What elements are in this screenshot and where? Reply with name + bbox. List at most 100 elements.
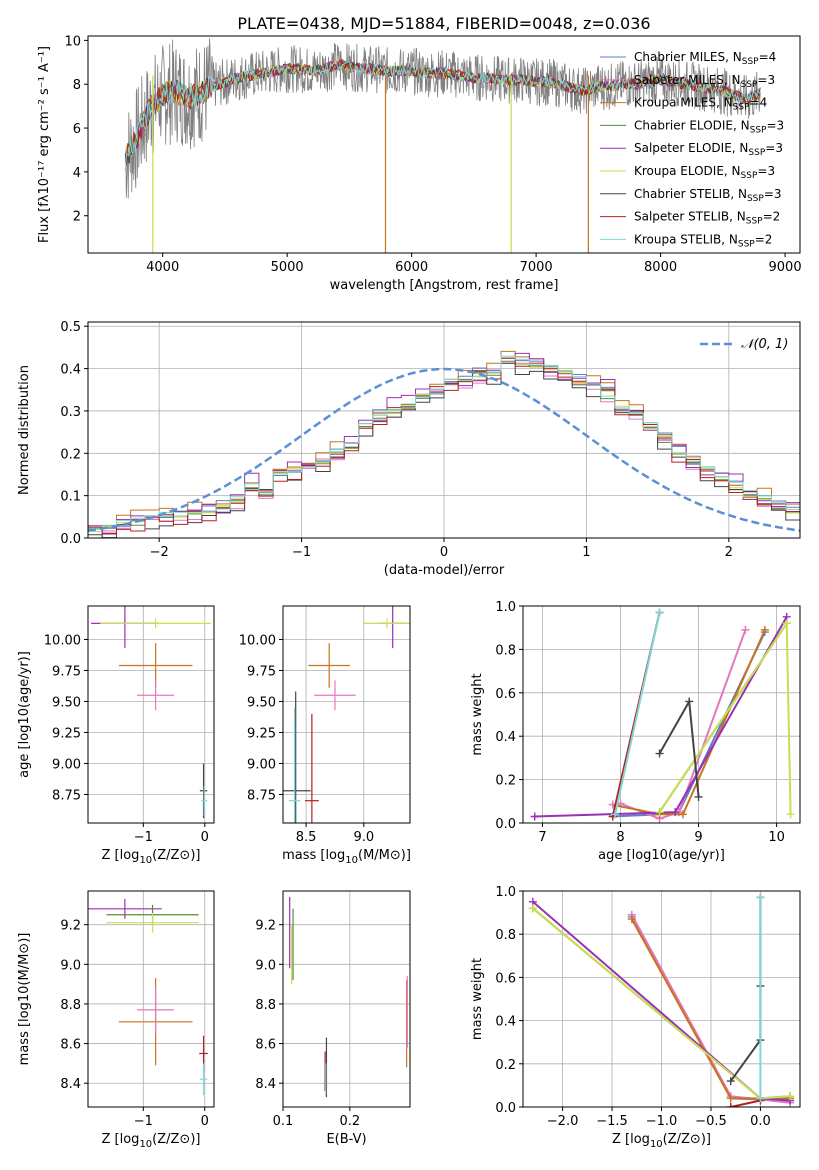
weight-marker [786,810,795,819]
x-axis-label: Z [log10(Z/Z⊙)] [612,1132,711,1150]
y-tick-label: 8.75 [247,788,276,803]
x-tick-label: 0.0 [750,1114,771,1129]
legend-label: Chabrier ELODIE, NSSP=3 [634,118,784,135]
y-tick-label: 9.00 [247,757,276,772]
y-tick-label: 0.8 [495,928,516,943]
y-tick-label: 9.0 [255,958,276,973]
legend-label: Kroupa ELODIE, NSSP=3 [634,164,775,181]
x-tick-label: 7000 [520,260,553,275]
errorbar-layer [88,898,208,1096]
y-tick-label: 10.00 [44,633,81,648]
axes-frame [87,605,215,824]
legend-label-sub: SSP [742,57,759,67]
x-tick-label: −1 [292,545,311,560]
y-tick-label: 8.8 [255,998,276,1013]
weight-marker [756,893,765,902]
legend-label-tail: =3 [764,187,782,201]
y-tick-label: 8.4 [60,1077,81,1092]
axes-frame [282,890,411,1108]
y-tick-label: 0.6 [495,971,516,986]
y-tick-label: 9.00 [52,757,81,772]
weight-marker [530,812,539,821]
axes-frame [87,321,801,539]
x-tick-label: 0.1 [273,1114,294,1129]
weight-lines [530,608,795,823]
weight_vs_Z-panel: −2.0 −1.5 −1.0 −0.5 0.0 0.0 0.2 0.4 0.6 0.8 1.0 Z [… [470,885,801,1150]
legend-label-main: Chabrier ELODIE, N [634,118,750,132]
x-tick-label: 8 [616,830,624,845]
weight-marker [655,808,664,817]
x-tick-label: 8000 [644,260,677,275]
weight-marker [611,810,620,819]
x-axis-label-sub: 10 [650,1139,663,1150]
x-tick-label: 0 [201,1114,209,1129]
axes-frame [522,605,801,824]
legend-label-tail: =3 [766,118,784,132]
histogram-step [88,355,800,529]
weight-marker [760,625,769,634]
y-tick-label: 1.0 [495,600,516,615]
y-axis-label: Normed distribution [17,365,32,495]
errorbar-layer [283,606,410,823]
errorbar-layer [91,606,211,819]
x-axis-label: Z [log10(Z/Z⊙)] [102,1132,201,1150]
y-tick-label: 2 [73,210,81,225]
y-tick-label: 8.75 [52,788,81,803]
y-tick-label: 8 [73,78,81,93]
y-tick-label: 0.1 [60,490,81,505]
weight-marker [685,697,694,706]
x-tick-label: 5000 [271,260,304,275]
legend-label-tail: =3 [757,73,775,87]
spectrum-panel: 4000 5000 6000 7000 8000 9000 2 4 6 8 10 wavelength… [37,34,802,293]
legend-label-sub: SSP [741,171,758,181]
legend-label-tail: =2 [763,210,781,224]
mass_vs_Z-panel: −1 0 8.4 8.6 8.8 9.0 9.2 Z [log10(Z/Z⊙)] mass [l… [17,890,215,1150]
y-tick-label: 9.25 [247,726,276,741]
y-tick-label: 0.3 [60,405,81,420]
y-tick-label: 9.25 [52,726,81,741]
weight-line [614,612,661,815]
residuals-panel: −2 −1 0 1 2 0.0 0.1 0.2 0.3 0.4 0.5 (data-model)/er… [17,320,801,578]
legend-label: Salpeter MILES, NSSP=3 [634,73,775,90]
legend-label-main: Salpeter ELODIE, N [634,141,748,155]
weight-marker [726,1094,735,1103]
histogram-step [88,360,800,529]
y-tick-label: 0.2 [60,447,81,462]
x-tick-label: 9.0 [353,830,374,845]
weight-marker [782,619,791,628]
y-tick-label: 0.0 [60,532,81,547]
y-tick-label: 0.0 [495,817,516,832]
x-tick-label: −1.0 [646,1114,678,1129]
axes-frame [87,35,801,254]
figure-title: PLATE=0438, MJD=51884, FIBERID=0048, z=0… [237,14,650,33]
y-axis-label: mass weight [470,958,485,1040]
legend-label-main: Chabrier MILES, N [634,50,742,64]
weight-marker [694,792,703,801]
histogram-layer [88,350,800,538]
weight-marker [756,1094,765,1103]
age_vs_mass-panel: 8.5 9.0 8.75 9.00 9.25 9.50 9.75 10.00 mass [log… [239,605,411,866]
y-axis-label: mass weight [470,673,485,755]
x-axis-label-sub: 10 [139,1139,152,1150]
x-axis-label: mass [log10(M/M⊙)] [282,848,411,866]
x-tick-label: 7 [538,830,546,845]
x-tick-label: −1 [134,1114,153,1129]
legend-label: Chabrier MILES, NSSP=4 [634,50,776,67]
weight-marker [655,749,664,758]
weight-line [616,629,766,816]
y-tick-label: 9.2 [255,919,276,934]
weight-marker [726,1077,735,1086]
y-tick-label: 8.8 [60,998,81,1013]
errorbar-layer [289,896,408,1098]
y-tick-label: 0.4 [60,363,81,378]
age_vs_Z-panel: −1 0 8.75 9.00 9.25 9.50 9.75 10.00 Z [log10(Z/Z… [17,605,215,866]
legend-label: Chabrier STELIB, NSSP=3 [634,187,782,204]
y-tick-label: 8.6 [255,1038,276,1053]
x-tick-label: 9 [694,830,702,845]
legend-label-main: Kroupa STELIB, N [634,232,738,246]
y-axis-label: Flux [fλ10⁻¹⁷ erg cm⁻² s⁻¹ A⁻¹] [37,46,52,243]
weight-line [729,897,762,1082]
weight-marker [726,1103,735,1107]
x-tick-label: 9000 [769,260,802,275]
model-spectrum-line [124,60,761,170]
